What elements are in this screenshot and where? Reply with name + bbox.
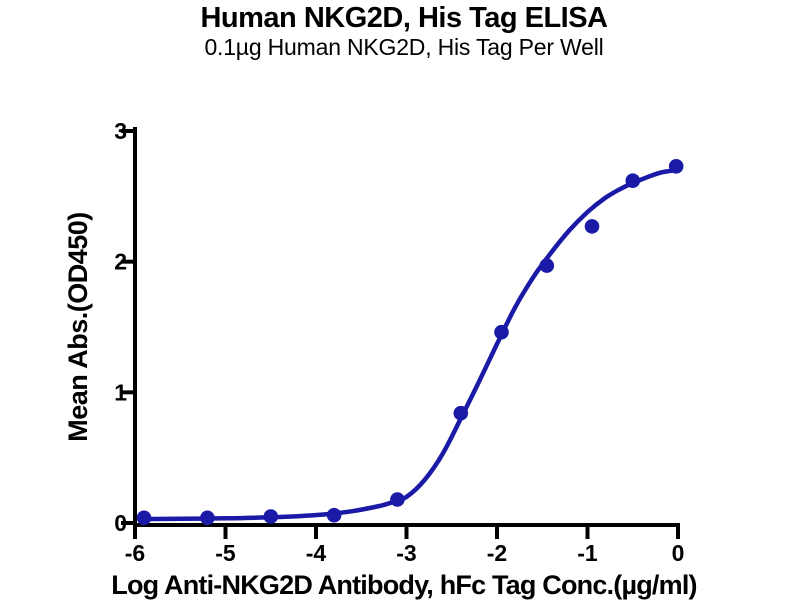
x-tick-label: -2	[487, 540, 507, 566]
data-point	[668, 159, 684, 174]
data-point	[494, 324, 509, 340]
x-tick-label: -1	[577, 540, 598, 566]
y-tick-label: 1	[114, 379, 127, 405]
y-tick-label: 3	[114, 118, 127, 144]
y-axis-label: Mean Abs.(OD450)	[63, 212, 93, 442]
data-point	[200, 510, 215, 526]
x-axis-label: Log Anti-NKG2D Antibody, hFc Tag Conc.(µ…	[111, 570, 697, 600]
y-tick-label: 2	[114, 249, 127, 275]
axes: -6 -5 -4 -3 -2 -1 0 0 1 2 3	[114, 118, 684, 566]
data-point	[326, 507, 342, 523]
data-point	[390, 492, 405, 507]
y-tick-label: 0	[114, 510, 127, 536]
chart-subtitle: 0.1µg Human NKG2D, His Tag Per Well	[204, 34, 603, 60]
data-points	[136, 159, 684, 526]
data-point	[136, 510, 152, 526]
x-tick-label: -6	[125, 540, 145, 566]
data-point	[453, 405, 469, 421]
chart-title: Human NKG2D, His Tag ELISA	[200, 2, 608, 34]
data-point	[584, 219, 600, 234]
x-tick-label: -5	[215, 540, 236, 566]
data-point	[539, 258, 555, 273]
data-point	[625, 173, 641, 188]
x-tick-label: 0	[672, 540, 685, 566]
data-point	[263, 509, 279, 524]
x-tick-label: -4	[306, 540, 327, 566]
x-tick-label: -3	[396, 540, 416, 566]
